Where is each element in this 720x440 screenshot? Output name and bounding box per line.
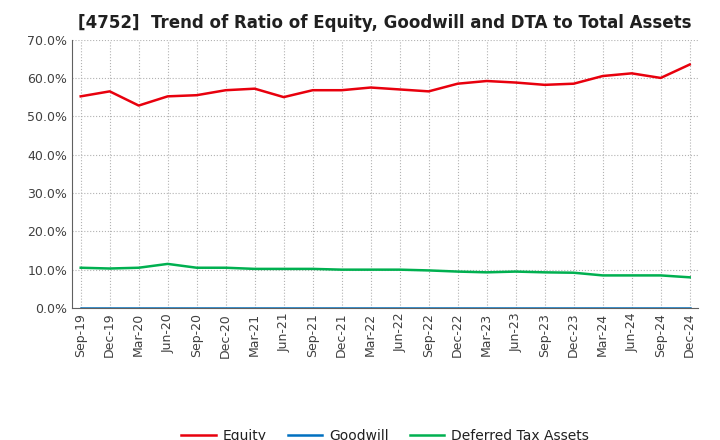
Deferred Tax Assets	[598, 273, 607, 278]
Goodwill	[366, 305, 375, 311]
Deferred Tax Assets	[163, 261, 172, 267]
Goodwill	[454, 305, 462, 311]
Equity	[135, 103, 143, 108]
Title: [4752]  Trend of Ratio of Equity, Goodwill and DTA to Total Assets: [4752] Trend of Ratio of Equity, Goodwil…	[78, 15, 692, 33]
Goodwill	[135, 305, 143, 311]
Deferred Tax Assets	[454, 269, 462, 274]
Deferred Tax Assets	[366, 267, 375, 272]
Goodwill	[598, 305, 607, 311]
Equity	[366, 85, 375, 90]
Equity	[308, 88, 317, 93]
Deferred Tax Assets	[511, 269, 520, 274]
Deferred Tax Assets	[308, 266, 317, 271]
Goodwill	[163, 305, 172, 311]
Deferred Tax Assets	[570, 270, 578, 275]
Goodwill	[395, 305, 404, 311]
Equity	[511, 80, 520, 85]
Deferred Tax Assets	[279, 266, 288, 271]
Goodwill	[511, 305, 520, 311]
Deferred Tax Assets	[338, 267, 346, 272]
Goodwill	[482, 305, 491, 311]
Equity	[541, 82, 549, 88]
Equity	[221, 88, 230, 93]
Equity	[105, 89, 114, 94]
Line: Equity: Equity	[81, 65, 690, 106]
Equity	[570, 81, 578, 86]
Deferred Tax Assets	[685, 275, 694, 280]
Goodwill	[251, 305, 259, 311]
Goodwill	[685, 305, 694, 311]
Equity	[657, 75, 665, 81]
Deferred Tax Assets	[251, 266, 259, 271]
Deferred Tax Assets	[541, 270, 549, 275]
Equity	[76, 94, 85, 99]
Equity	[598, 73, 607, 79]
Equity	[338, 88, 346, 93]
Equity	[482, 78, 491, 84]
Goodwill	[221, 305, 230, 311]
Deferred Tax Assets	[424, 268, 433, 273]
Equity	[163, 94, 172, 99]
Legend: Equity, Goodwill, Deferred Tax Assets: Equity, Goodwill, Deferred Tax Assets	[176, 424, 595, 440]
Line: Deferred Tax Assets: Deferred Tax Assets	[81, 264, 690, 277]
Goodwill	[279, 305, 288, 311]
Goodwill	[308, 305, 317, 311]
Equity	[251, 86, 259, 92]
Goodwill	[627, 305, 636, 311]
Goodwill	[338, 305, 346, 311]
Deferred Tax Assets	[76, 265, 85, 270]
Deferred Tax Assets	[192, 265, 201, 270]
Deferred Tax Assets	[482, 270, 491, 275]
Deferred Tax Assets	[627, 273, 636, 278]
Deferred Tax Assets	[135, 265, 143, 270]
Goodwill	[105, 305, 114, 311]
Goodwill	[192, 305, 201, 311]
Deferred Tax Assets	[657, 273, 665, 278]
Deferred Tax Assets	[105, 266, 114, 271]
Equity	[627, 71, 636, 76]
Equity	[685, 62, 694, 67]
Equity	[454, 81, 462, 86]
Goodwill	[76, 305, 85, 311]
Goodwill	[541, 305, 549, 311]
Deferred Tax Assets	[395, 267, 404, 272]
Goodwill	[570, 305, 578, 311]
Goodwill	[424, 305, 433, 311]
Equity	[279, 95, 288, 100]
Deferred Tax Assets	[221, 265, 230, 270]
Equity	[395, 87, 404, 92]
Equity	[192, 92, 201, 98]
Goodwill	[657, 305, 665, 311]
Equity	[424, 89, 433, 94]
